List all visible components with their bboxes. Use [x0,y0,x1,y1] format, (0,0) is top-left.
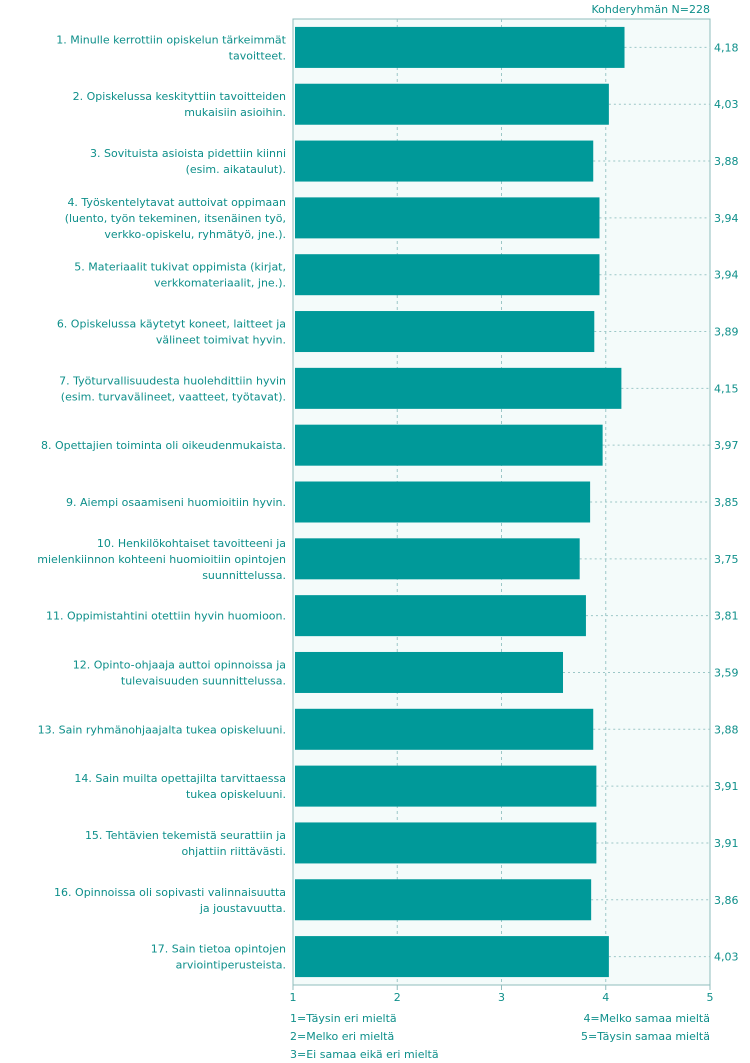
value-label: 3,94 [714,212,739,225]
bar [295,26,625,68]
value-labels: 4,18 4,03 3,88 3,94 3,94 3,89 4,15 3,97 3,85 3,75… [714,41,739,963]
value-label: 3,75 [714,553,739,566]
legend-item-5: 5=Täysin samaa mieltä [581,1030,710,1043]
bar [295,879,592,921]
value-label: 3,88 [714,723,739,736]
category-label: 3. Sovituista asioista pidettiin kiinni(… [90,147,286,176]
value-label: 3,97 [714,439,739,452]
category-label: 13. Sain ryhmänohjaajalta tukea opiskelu… [38,723,286,736]
category-label: 12. Opinto-ohjaaja auttoi opinnoissa ja t… [73,658,286,687]
legend: 1=Täysin eri mieltä 2=Melko eri mieltä 3… [290,1012,710,1061]
bars [295,26,625,978]
category-label: 9. Aiempi osaamiseni huomioitiin hyvin. [66,496,286,509]
value-label: 3,81 [714,610,739,623]
x-tick-label: 1 [290,991,297,1004]
category-label: 10. Henkilökohtaiset tavoitteeni ja miele… [37,537,286,582]
legend-item-1: 1=Täysin eri mieltä [290,1012,397,1025]
x-tick-label: 2 [394,991,401,1004]
category-label: 7. Työturvallisuudesta huolehdittiin hyv… [59,374,286,403]
bar [295,140,594,182]
x-axis-ticks: 1 2 3 4 5 [290,985,714,1004]
legend-item-3: 3=Ei samaa eikä eri mieltä [290,1048,439,1061]
bar [295,367,622,409]
group-size-label: Kohderyhmän N=228 [592,3,711,16]
value-label: 3,59 [714,666,739,679]
category-label: 1. Minulle kerrottiin opiskelun tärkeimm… [56,33,286,62]
value-label: 4,03 [714,951,739,964]
x-tick-label: 5 [707,991,714,1004]
bar [295,83,609,125]
category-label: 4. Työskentelytavat auttoivat oppimaan (l… [65,196,286,241]
category-labels: 1. Minulle kerrottiin opiskelun tärkeimm… [37,33,286,971]
bar [295,595,586,637]
value-label: 4,03 [714,98,739,111]
bar [295,424,603,466]
category-label: 14. Sain muilta opettajilta tarvittaessa… [74,772,286,801]
value-label: 3,94 [714,269,739,282]
legend-item-4: 4=Melko samaa mieltä [583,1012,710,1025]
value-label: 3,91 [714,780,739,793]
category-label: 8. Opettajien toiminta oli oikeudenmukai… [41,439,286,452]
category-label: 6. Opiskelussa käytetyt koneet, laitteet… [57,318,286,347]
bar [295,538,580,580]
value-label: 3,85 [714,496,739,509]
value-label: 3,86 [714,894,739,907]
legend-item-2: 2=Melko eri mieltä [290,1030,394,1043]
x-tick-label: 3 [498,991,505,1004]
bar [295,822,597,864]
bar [295,197,600,239]
bar [295,651,564,693]
bar [295,311,595,353]
bar [295,254,600,296]
bar [295,936,609,978]
value-label: 3,89 [714,326,739,339]
category-label: 5. Materiaalit tukivat oppimista (kirjat… [74,261,286,290]
bar [295,708,594,750]
value-label: 4,18 [714,41,739,54]
category-label: 15. Tehtävien tekemistä seurattiin ja ohj… [85,829,286,858]
bar [295,765,597,807]
category-label: 16. Opinnoissa oli sopivasti valinnaisuu… [54,886,286,915]
x-tick-label: 4 [602,991,609,1004]
value-label: 4,15 [714,382,739,395]
value-label: 3,91 [714,837,739,850]
category-label: 11. Oppimistahtini otettiin hyvin huomio… [46,610,286,623]
category-label: 17. Sain tietoa opintojen arviointiperust… [151,943,286,972]
category-label: 2. Opiskelussa keskityttiin tavoitteiden… [73,90,286,119]
bar [295,481,591,523]
value-label: 3,88 [714,155,739,168]
